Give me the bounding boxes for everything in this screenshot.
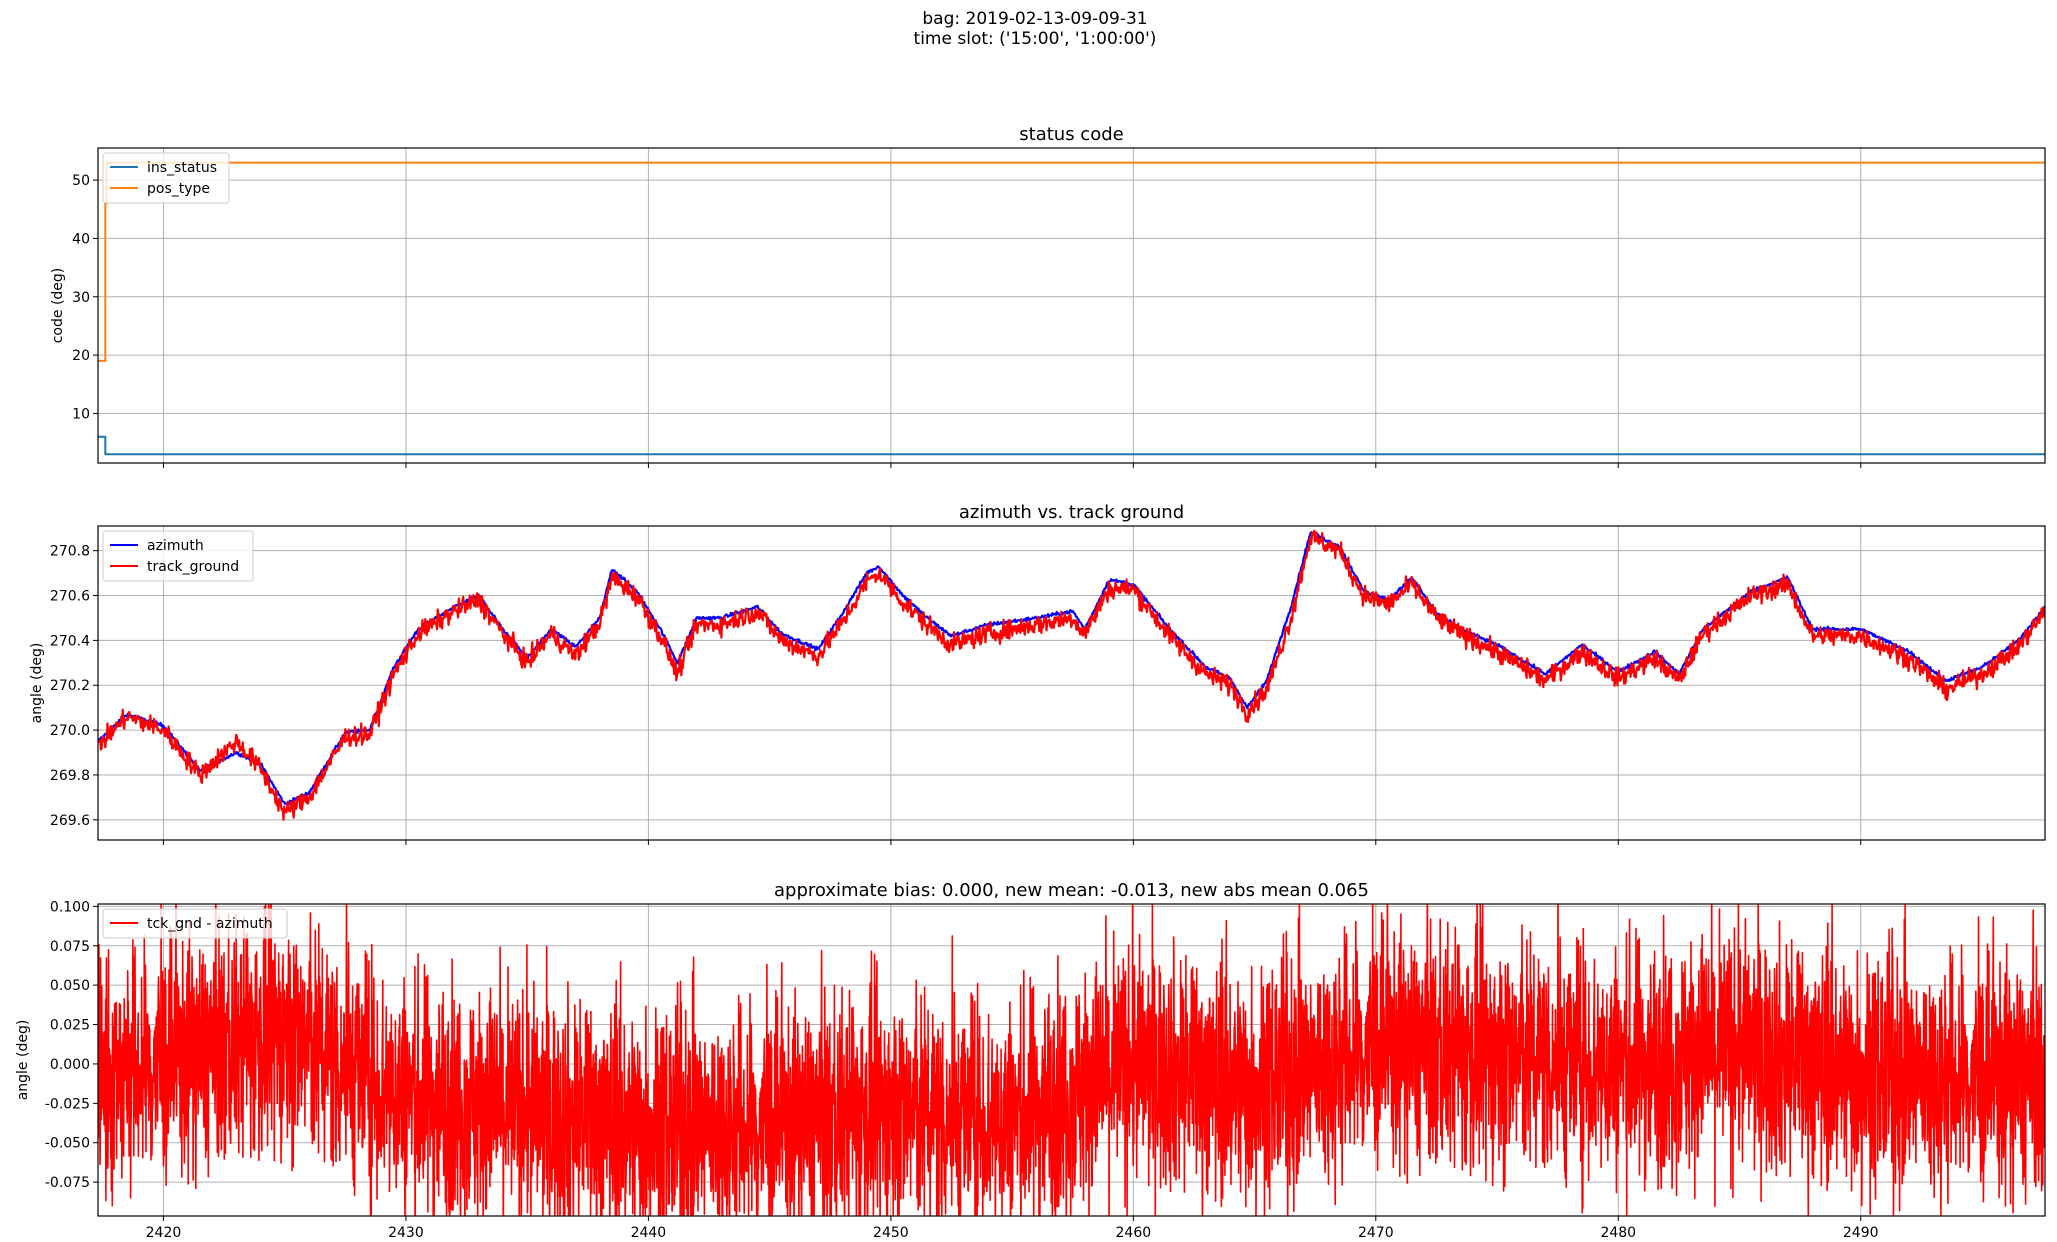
y-tick-label: -0.050 xyxy=(45,1136,90,1152)
series-line-ins-status xyxy=(98,435,2045,456)
legend-label: azimuth xyxy=(147,538,204,554)
y-tick-label: 10 xyxy=(72,406,90,422)
subplot-title: status code xyxy=(1019,124,1123,145)
legend: tck_gnd - azimuth xyxy=(102,908,288,939)
x-tick-label: 2430 xyxy=(388,1225,424,1241)
y-tick-label: 0.100 xyxy=(50,899,90,915)
y-tick-label: 269.6 xyxy=(50,813,90,829)
y-tick-label: -0.025 xyxy=(45,1096,90,1112)
series-line-track-ground xyxy=(98,529,2045,821)
subplot-title: azimuth vs. track ground xyxy=(959,502,1184,523)
figure-title: bag: 2019-02-13-09-09-31 xyxy=(922,9,1147,29)
grid xyxy=(98,148,2045,463)
series-line-tck-gnd-azimuth xyxy=(98,904,2045,1216)
y-axis-label: angle (deg) xyxy=(15,1020,31,1101)
y-tick-label: 270.4 xyxy=(50,633,90,649)
legend-label: ins_status xyxy=(147,160,217,176)
y-tick-label: 0.000 xyxy=(50,1057,90,1073)
x-tick-label: 2470 xyxy=(1358,1225,1394,1241)
axes-frame xyxy=(97,147,2046,464)
y-tick-label: 40 xyxy=(72,231,90,247)
y-tick-label: 50 xyxy=(72,173,90,189)
azimuth-panel: 269.6 269.8 270.0 270.2 270.4 270.6 270.8 azimu… xyxy=(29,502,2046,845)
series-group xyxy=(98,529,2045,821)
x-tick-label: 2460 xyxy=(1116,1225,1152,1241)
series-line-pos-type xyxy=(98,161,2045,362)
x-tick-label: 2440 xyxy=(631,1225,667,1241)
y-axis-label: angle (deg) xyxy=(29,643,45,724)
axes-frame xyxy=(97,903,2046,1217)
subplot-title: approximate bias: 0.000, new mean: -0.01… xyxy=(774,880,1369,901)
y-axis-label: code (deg) xyxy=(50,268,66,344)
y-tick-label: 270.2 xyxy=(50,678,90,694)
y-tick-label: 0.075 xyxy=(50,939,90,955)
series-group xyxy=(98,904,2045,1216)
legend-label: track_ground xyxy=(147,559,239,575)
legend-box xyxy=(102,152,230,204)
figure-subtitle: time slot: ('15:00', '1:00:00') xyxy=(914,29,1157,49)
bias-panel: 2420 2430 2440 2450 2460 2470 2480 2490 -0.075 -0… xyxy=(15,880,2046,1241)
y-tick-label: 270.0 xyxy=(50,723,90,739)
series-line-azimuth xyxy=(98,531,2045,806)
y-tick-label: 20 xyxy=(72,348,90,364)
y-tick-label: 30 xyxy=(72,290,90,306)
x-tick-label: 2490 xyxy=(1843,1225,1879,1241)
y-tick-label: -0.075 xyxy=(45,1175,90,1191)
y-tick-label: 0.025 xyxy=(50,1018,90,1034)
y-tick-label: 269.8 xyxy=(50,768,90,784)
x-tick-label: 2450 xyxy=(873,1225,909,1241)
x-tick-label: 2480 xyxy=(1600,1225,1636,1241)
y-tick-label: 270.8 xyxy=(50,544,90,560)
legend-label: pos_type xyxy=(147,181,210,197)
grid xyxy=(98,526,2045,840)
status-code-panel: 10 20 30 40 50 status code code (deg) ins_statu… xyxy=(50,124,2046,468)
legend-box xyxy=(102,908,288,939)
legend-label: tck_gnd - azimuth xyxy=(147,916,273,932)
legend: azimuth track_ground xyxy=(102,530,254,582)
x-tick-label: 2420 xyxy=(146,1225,182,1241)
series-group xyxy=(98,161,2045,456)
y-tick-label: 270.6 xyxy=(50,589,90,605)
legend: ins_status pos_type xyxy=(102,152,230,204)
y-tick-label: 0.050 xyxy=(50,978,90,994)
axes-frame xyxy=(97,525,2046,841)
legend-box xyxy=(102,530,254,582)
